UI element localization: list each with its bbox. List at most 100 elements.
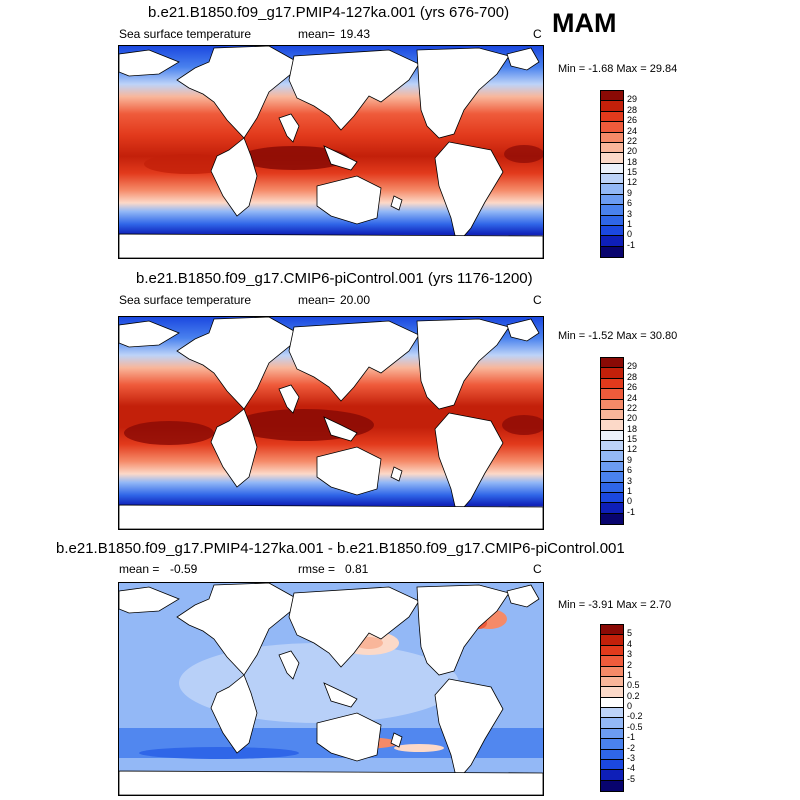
- colorbar-box: [601, 472, 623, 483]
- colorbar-label: 22: [627, 135, 638, 146]
- colorbar-label: 6: [627, 198, 633, 209]
- colorbar-box: [601, 666, 623, 677]
- colorbar-label: -1: [627, 239, 636, 250]
- colorbar-label: 2: [627, 659, 633, 670]
- colorbar-box: [601, 513, 623, 524]
- colorbar-box: [601, 225, 623, 237]
- colorbar-label: -0.5: [627, 721, 643, 732]
- colorbar-box: [601, 142, 623, 154]
- colorbar-label: 12: [627, 444, 638, 455]
- colorbar-box: [601, 358, 623, 369]
- colorbar-box: [601, 687, 623, 698]
- panel-2-title: b.e21.B1850.f09_g17.CMIP6-piControl.001 …: [136, 270, 533, 287]
- colorbar-label: 26: [627, 115, 638, 126]
- colorbar-box: [601, 91, 623, 102]
- colorbar-box: [601, 482, 623, 493]
- colorbar-label: 3: [627, 475, 633, 486]
- colorbar-box: [601, 420, 623, 431]
- panel-2-variable-label: Sea surface temperature: [119, 293, 252, 307]
- panel-1-title: b.e21.B1850.f09_g17.PMIP4-127ka.001 (yrs…: [148, 4, 510, 21]
- panel-1-variable-label: Sea surface temperature: [119, 27, 252, 41]
- colorbar-box: [601, 246, 623, 257]
- colorbar-box: [601, 122, 623, 133]
- colorbar-label: -5: [627, 773, 636, 784]
- colorbar-box: [601, 399, 623, 410]
- panel-3-mean-label: mean =: [119, 562, 160, 576]
- colorbar-box: [601, 101, 623, 112]
- colorbar-box: [601, 645, 623, 657]
- colorbar-label: 20: [627, 413, 638, 424]
- panel-3-rmse-label: rmse =: [298, 562, 336, 576]
- colorbar-label: 1: [627, 669, 633, 680]
- panel-1-mean-label: mean=: [298, 27, 336, 41]
- colorbar-box: [601, 770, 623, 781]
- panel-1-mean-value: 19.43: [340, 27, 371, 41]
- colorbar-box: [601, 368, 623, 379]
- colorbar-box: [601, 728, 623, 740]
- colorbar-box: [601, 656, 623, 667]
- panel-3-mean-value: -0.59: [170, 562, 198, 576]
- colorbar-box: [601, 625, 623, 636]
- colorbar-box: [601, 163, 623, 174]
- colorbar-label: 24: [627, 392, 638, 403]
- colorbar-label: 4: [627, 638, 633, 649]
- colorbar-label: 15: [627, 434, 638, 444]
- colorbar-label: -1: [627, 506, 636, 517]
- colorbar-box: [601, 780, 623, 791]
- colorbar-label: -1: [627, 732, 636, 743]
- colorbar-label: 9: [627, 454, 633, 465]
- colorbar-box: [601, 236, 623, 247]
- colorbar-label: 24: [627, 125, 638, 136]
- colorbar-label: 0: [627, 229, 633, 240]
- colorbar-box: [601, 389, 623, 400]
- panel-3-title: b.e21.B1850.f09_g17.PMIP4-127ka.001 - b.…: [56, 540, 625, 557]
- colorbar-label: 28: [627, 104, 638, 115]
- colorbar-box: [601, 409, 623, 421]
- colorbar-label: 3: [627, 649, 633, 660]
- colorbar-label: -3: [627, 752, 636, 763]
- panel-3-map: [118, 582, 544, 796]
- colorbar-box: [601, 739, 623, 750]
- colorbar-box: [601, 174, 623, 185]
- colorbar-box: [601, 759, 623, 771]
- colorbar-box: [601, 430, 623, 441]
- colorbar-box: [601, 461, 623, 473]
- colorbar-box: [601, 111, 623, 123]
- colorbar-label: 6: [627, 465, 633, 476]
- panel-1-minmax: Min = -1.68 Max = 29.84: [558, 63, 678, 75]
- panel-3-colorbar: [600, 624, 624, 792]
- colorbar-box: [601, 708, 623, 719]
- season-label: MAM: [552, 8, 617, 38]
- colorbar-label: 15: [627, 167, 638, 177]
- colorbar-label: 29: [627, 94, 638, 105]
- colorbar-box: [601, 378, 623, 390]
- colorbar-label: 0.2: [627, 690, 640, 701]
- colorbar-label: 0.5: [627, 680, 640, 691]
- colorbar-label: -2: [627, 742, 636, 753]
- colorbar-label: -4: [627, 763, 636, 774]
- colorbar-box: [601, 749, 623, 760]
- colorbar-box: [601, 215, 623, 226]
- colorbar-box: [601, 441, 623, 452]
- colorbar-box: [601, 194, 623, 206]
- colorbar-label: 20: [627, 146, 638, 157]
- panel-3-minmax: Min = -3.91 Max = 2.70: [558, 599, 672, 611]
- colorbar-box: [601, 697, 623, 708]
- panel-1-units: C: [533, 27, 542, 41]
- colorbar-label: 1: [627, 485, 633, 496]
- panel-2-units: C: [533, 293, 542, 307]
- panel-2-minmax: Min = -1.52 Max = 30.80: [558, 330, 678, 342]
- colorbar-box: [601, 132, 623, 143]
- colorbar-label: 18: [627, 423, 638, 434]
- panel-3-rmse-value: 0.81: [345, 562, 369, 576]
- panel-2-map: [118, 316, 544, 530]
- colorbar-box: [601, 451, 623, 462]
- colorbar-box: [601, 503, 623, 514]
- colorbar-box: [601, 153, 623, 164]
- colorbar-label: 1: [627, 218, 633, 229]
- colorbar-label: 29: [627, 361, 638, 372]
- colorbar-label: 0: [627, 701, 633, 711]
- colorbar-box: [601, 492, 623, 504]
- panel-3-units: C: [533, 562, 542, 576]
- colorbar-box: [601, 718, 623, 729]
